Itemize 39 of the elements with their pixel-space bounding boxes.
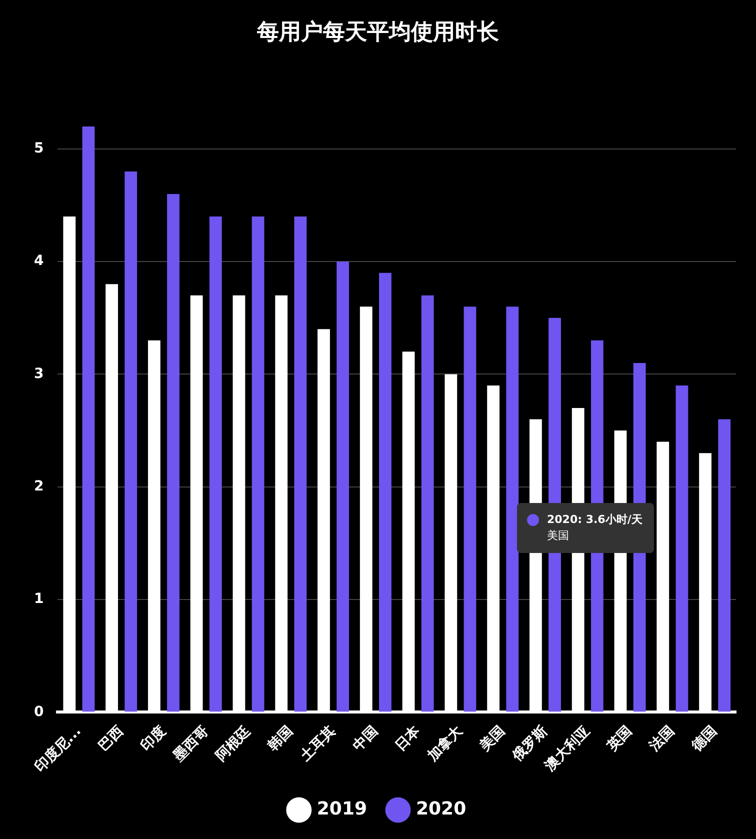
legend-label: 2019 [316, 798, 368, 820]
chart-title: 每用户每天平均使用时长 [256, 18, 500, 45]
annotation: 美国 [547, 528, 570, 544]
x-tick-label: 法国 [646, 723, 678, 755]
x-tick-label: 印度 [137, 722, 170, 754]
y-tick-label: 5 [34, 140, 44, 157]
bar [506, 306, 519, 712]
y-tick-label: 2 [34, 478, 44, 494]
tooltip-box: 2020: 3.6小时/天 美国 [517, 503, 654, 553]
y-tick-label: 0 [34, 704, 44, 720]
x-tick-label: 墨西哥 [170, 723, 212, 765]
x-tick-label: 英国 [604, 723, 636, 755]
bar [252, 216, 264, 712]
x-tick-label: 日本 [392, 722, 424, 754]
bar [336, 262, 350, 712]
x-tick-label: 印度尼... [31, 722, 84, 776]
x-tick-label: 中国 [350, 723, 382, 754]
bar [464, 306, 476, 712]
bar [294, 216, 307, 712]
y-tick-label: 3 [34, 366, 44, 382]
x-tick-label: 美国 [476, 722, 508, 755]
annotation: 2020: 3.6小时/天 [547, 512, 642, 528]
x-tick-label: 韩国 [264, 723, 296, 755]
bar [676, 385, 688, 712]
bar [209, 216, 222, 712]
bar [718, 419, 731, 712]
legend-label: 2020 [416, 798, 466, 820]
x-tick-label: 土耳其 [296, 723, 339, 765]
x-tick-label: 加拿大 [424, 722, 467, 765]
x-tick-label: 阿根廷 [212, 723, 254, 764]
bar [124, 171, 138, 712]
bar [379, 272, 392, 712]
bar [82, 126, 95, 712]
bar [167, 194, 180, 712]
bar [421, 295, 434, 712]
x-tick-label: 德国 [688, 723, 720, 755]
y-tick-label: 4 [34, 253, 44, 270]
x-tick-label: 巴西 [96, 723, 127, 754]
y-tick-label: 1 [34, 591, 44, 608]
